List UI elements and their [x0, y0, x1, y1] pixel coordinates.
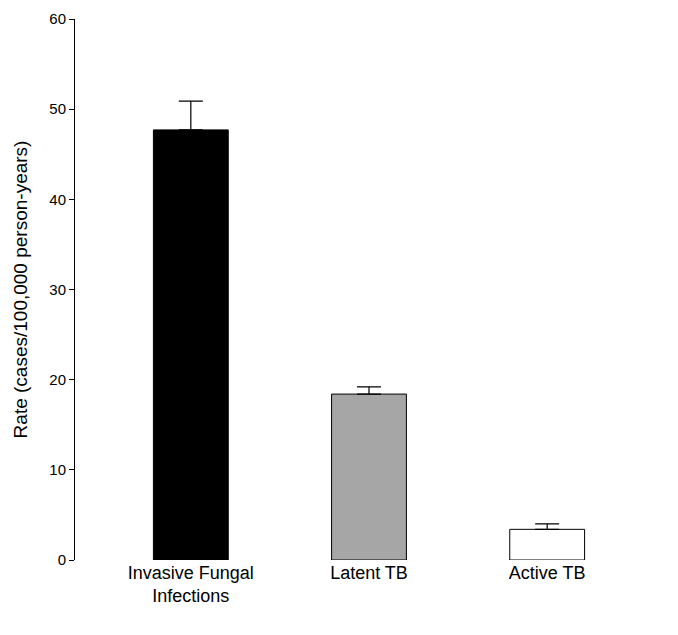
svg-text:60: 60 [49, 10, 66, 27]
svg-text:10: 10 [49, 461, 66, 478]
svg-text:20: 20 [49, 371, 66, 388]
svg-text:0: 0 [58, 551, 66, 568]
svg-text:30: 30 [49, 281, 66, 298]
svg-text:50: 50 [49, 100, 66, 117]
svg-text:Invasive FungalInfections: Invasive FungalInfections [128, 563, 254, 606]
svg-text:Active TB: Active TB [509, 563, 586, 583]
svg-text:Latent TB: Latent TB [330, 563, 408, 583]
svg-text:40: 40 [49, 191, 66, 208]
svg-text:Rate (cases/100,000 person-yea: Rate (cases/100,000 person-years) [10, 141, 31, 439]
